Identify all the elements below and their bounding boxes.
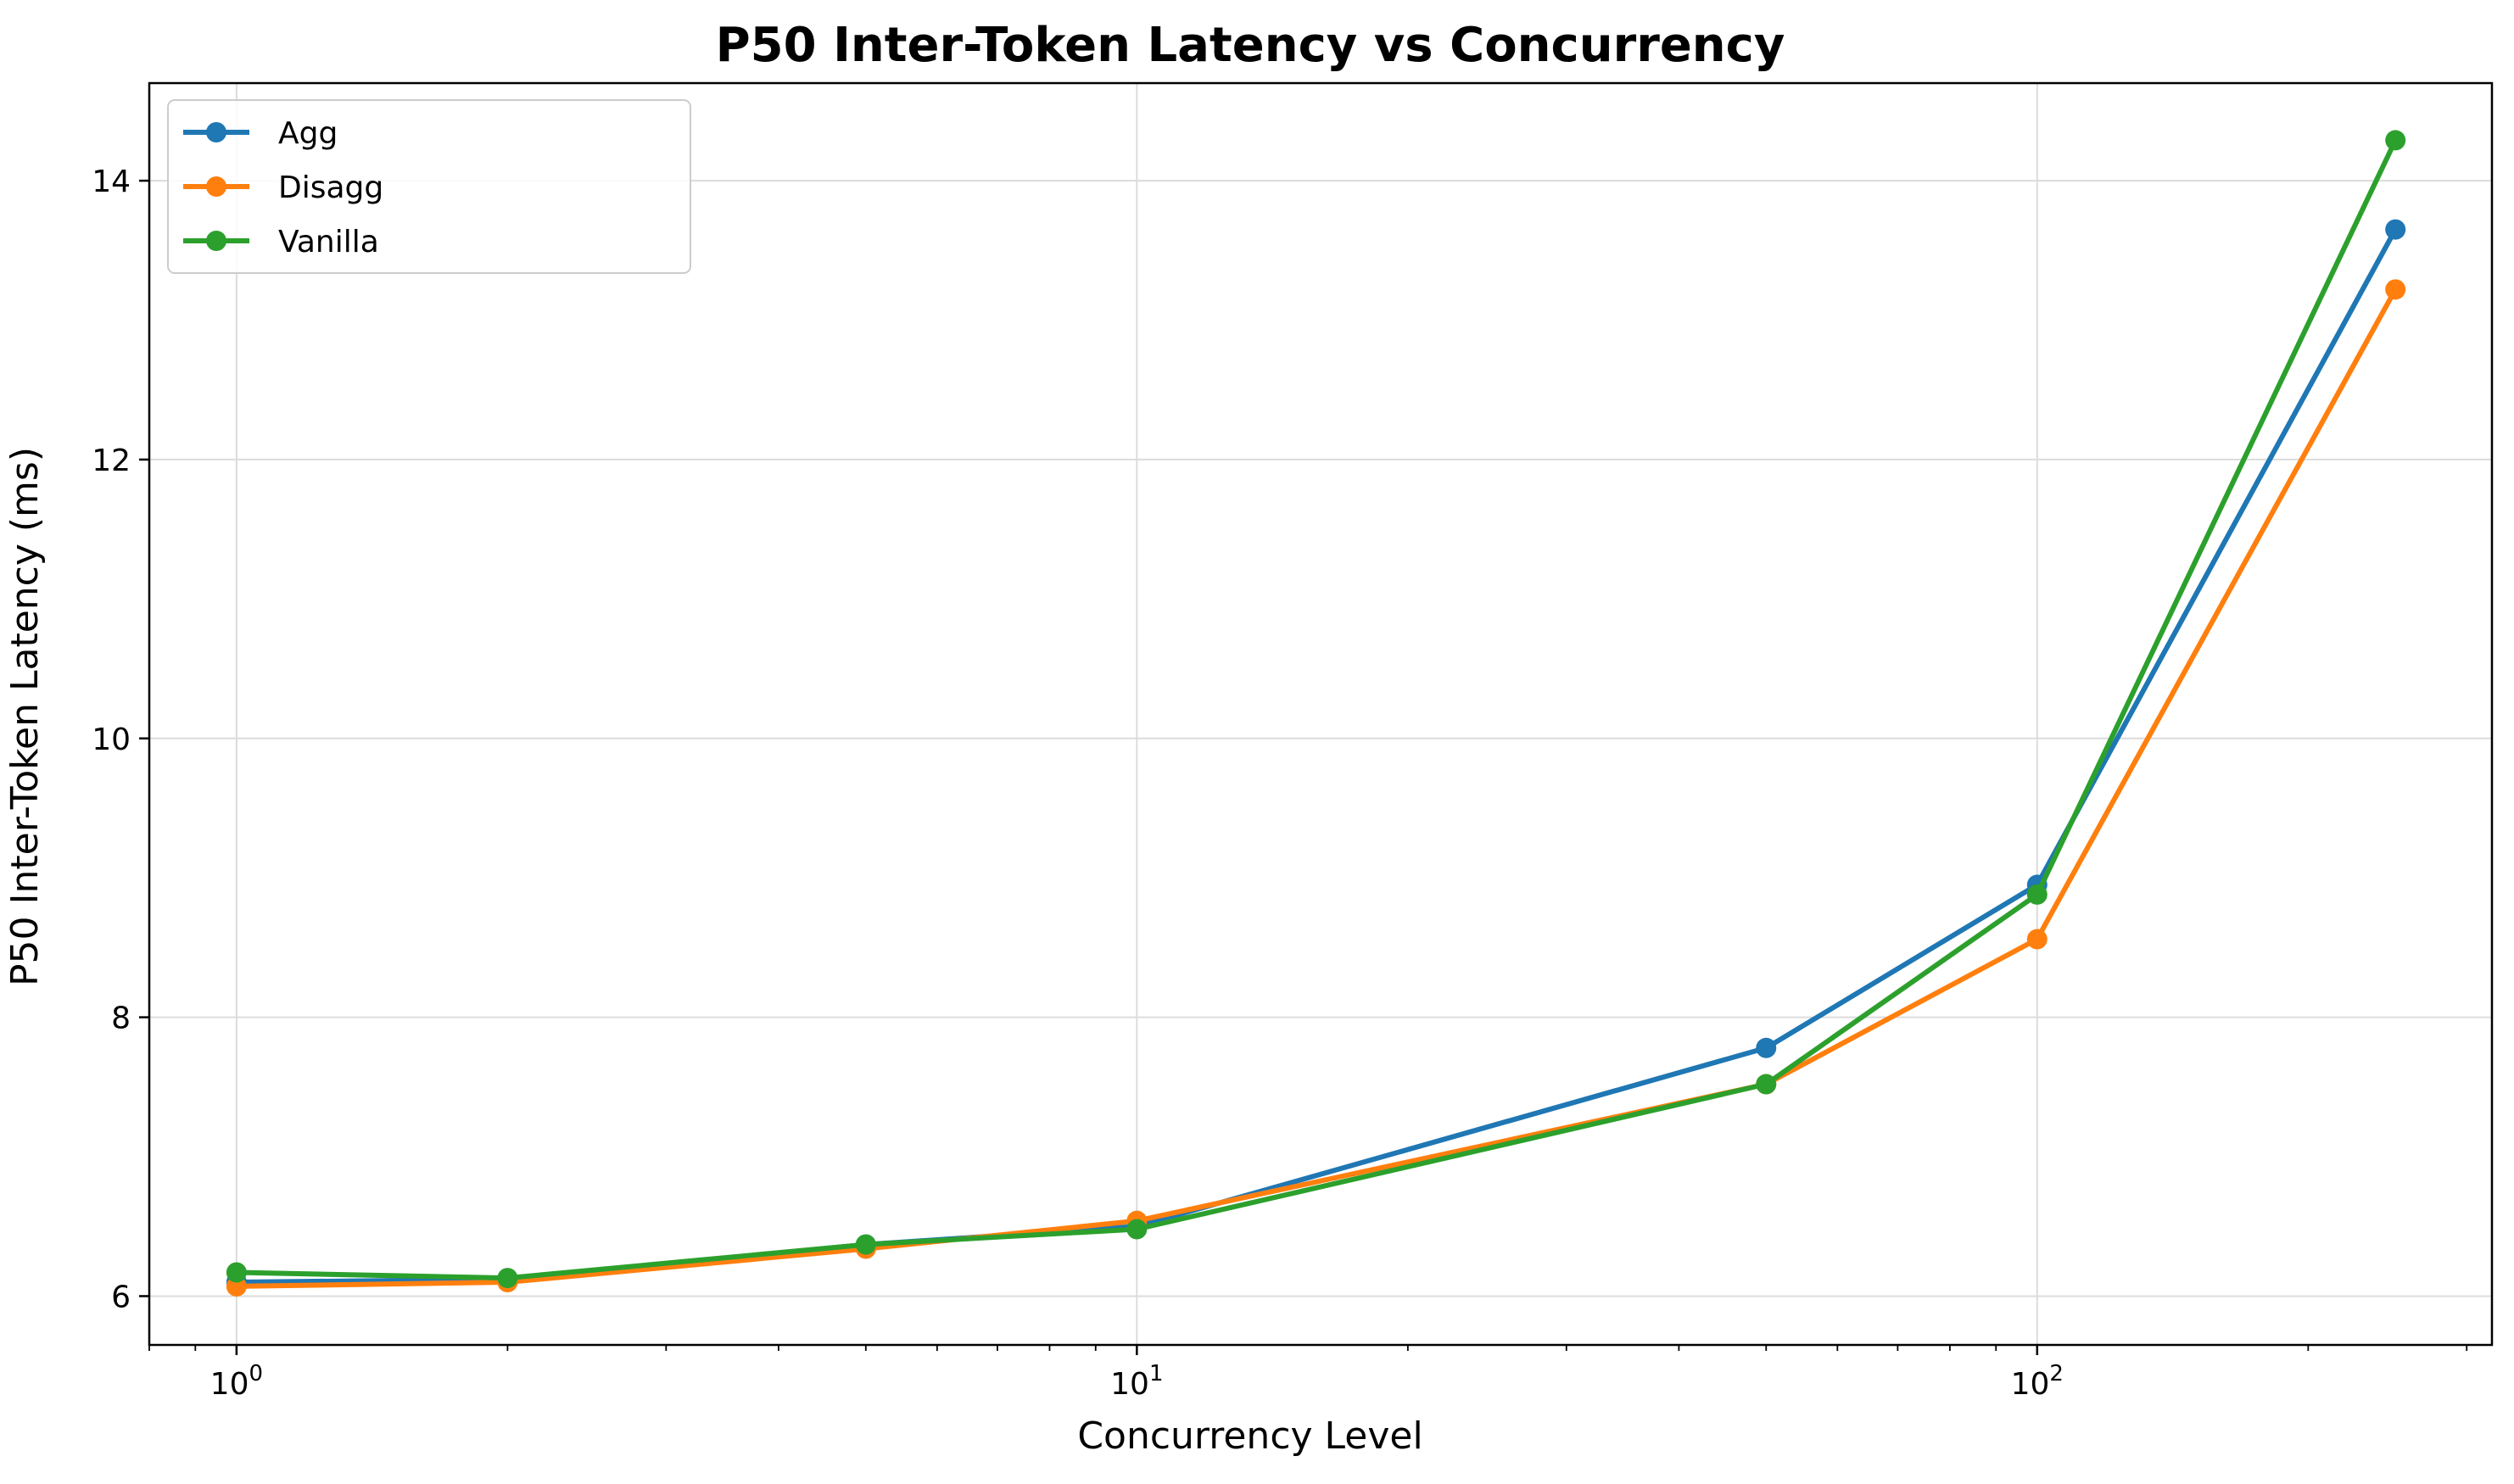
- x-tick-label: 102: [2011, 1361, 2064, 1402]
- plot-frame: [148, 81, 2494, 1347]
- data-point: [1756, 1037, 1777, 1058]
- data-point: [226, 1262, 247, 1283]
- y-tick-label: 14: [92, 165, 131, 199]
- legend-item: Agg: [183, 116, 338, 151]
- legend-item: Disagg: [183, 170, 383, 205]
- data-point: [2385, 279, 2406, 300]
- y-tick-label: 10: [92, 722, 131, 757]
- x-axis-label: Concurrency Level: [1077, 1414, 1422, 1458]
- data-point: [2385, 130, 2406, 151]
- legend-label: Disagg: [278, 170, 383, 205]
- grid: [149, 83, 2492, 1345]
- legend-marker: [206, 231, 226, 251]
- data-point: [1126, 1219, 1148, 1240]
- data-point: [2026, 884, 2048, 905]
- data-point: [497, 1268, 518, 1289]
- y-axis-label: P50 Inter-Token Latency (ms): [3, 447, 47, 986]
- y-tick-label: 6: [111, 1280, 131, 1314]
- legend-box: [167, 99, 691, 274]
- legend-label: Agg: [278, 116, 338, 151]
- legend: Agg Disagg Vanilla: [167, 99, 691, 274]
- chart-title: P50 Inter-Token Latency vs Concurrency: [716, 18, 1785, 73]
- legend-item: Vanilla: [183, 225, 379, 259]
- data-point: [1756, 1074, 1777, 1095]
- axis-ticks: 6 8 10 12 14 100 101 102: [92, 165, 2468, 1402]
- data-point: [2385, 219, 2406, 240]
- data-point: [2026, 929, 2048, 950]
- x-tick-label: 100: [210, 1361, 263, 1402]
- legend-label: Vanilla: [278, 225, 379, 259]
- y-tick-label: 8: [111, 1001, 131, 1036]
- data-point: [226, 1275, 247, 1297]
- x-tick-label: 101: [1110, 1361, 1163, 1402]
- y-tick-label: 12: [92, 444, 131, 478]
- data-point: [855, 1234, 876, 1255]
- legend-marker: [206, 122, 226, 142]
- legend-marker: [206, 176, 226, 197]
- series-layer: [226, 130, 2406, 1297]
- series-vanilla: [226, 130, 2406, 1289]
